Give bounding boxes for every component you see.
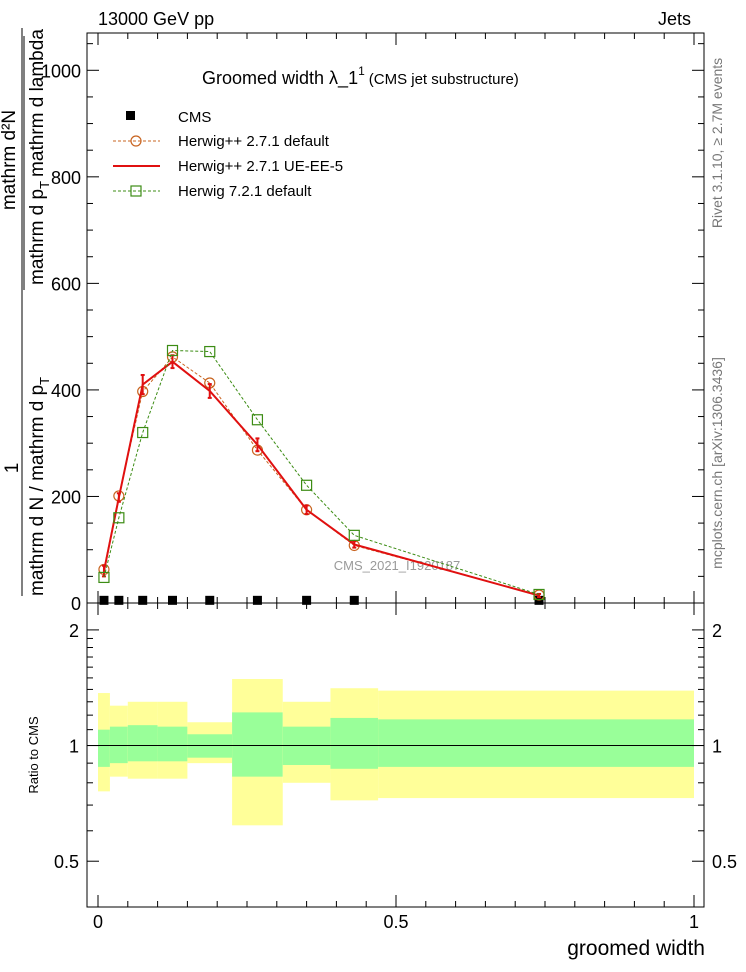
legend-label-herwig-ueee5: Herwig++ 2.7.1 UE-EE-5 bbox=[178, 158, 343, 175]
y-label-top-den: mathrm d pTmathrm d lambda bbox=[27, 29, 52, 285]
ratio-band-inner bbox=[157, 726, 188, 762]
mcplots-label: mcplots.cern.ch [arXiv:1306.3436] bbox=[709, 357, 725, 569]
y-tick-label: 600 bbox=[51, 274, 81, 294]
ratio-axis-ticks: 0.5 0.5 1 1 2 2 0 0.5 1 bbox=[54, 603, 737, 932]
data-point-herwig-7-2-1-default bbox=[251, 414, 264, 426]
y-tick-label: 400 bbox=[51, 381, 81, 401]
ratio-band-inner bbox=[127, 725, 158, 762]
series-line-herwig-2-7-1-default bbox=[103, 356, 540, 596]
data-point-herwig-7-2-1-default bbox=[348, 529, 360, 541]
data-point-herwig-7-2-1-default bbox=[204, 345, 216, 358]
y-tick-label: 200 bbox=[51, 487, 81, 507]
data-point-cms bbox=[114, 595, 124, 605]
ratio-y-tick-label-right: 1 bbox=[712, 737, 722, 757]
data-point-herwig-7-2-1-default bbox=[137, 426, 149, 439]
plot-title-main: Groomed width λ_1 bbox=[202, 68, 358, 89]
ratio-band-inner bbox=[232, 712, 283, 777]
data-point-cms bbox=[138, 595, 148, 605]
legend-marker-herwig7 bbox=[130, 185, 142, 197]
data-point-cms bbox=[252, 595, 262, 605]
ratio-y-tick-label: 0.5 bbox=[54, 852, 79, 872]
x-axis-label: groomed width bbox=[567, 937, 705, 960]
plot-title: Groomed width λ_11 (CMS jet substructure) bbox=[202, 64, 519, 89]
x-tick-label: 0 bbox=[93, 912, 103, 932]
y-label-front: 1 bbox=[2, 463, 23, 474]
y-label-bottom: mathrm d N / mathrm d pT bbox=[27, 377, 52, 596]
legend-marker-herwig-default bbox=[130, 135, 142, 147]
main-y-axis-label: 1 mathrm d N / mathrm d pT mathrm d²N ma… bbox=[0, 28, 52, 596]
y-tick-label: 0 bbox=[71, 594, 81, 614]
y-label-top-den-rest: mathrm d lambda bbox=[27, 29, 48, 177]
ratio-bands bbox=[98, 679, 694, 826]
series-line-herwig-7-2-1-default bbox=[103, 349, 540, 595]
rivet-version-label: Rivet 3.1.10, ≥ 2.7M events bbox=[709, 58, 725, 228]
y-tick-label: 1000 bbox=[41, 61, 81, 81]
ratio-band-inner bbox=[330, 717, 379, 769]
data-point-cms bbox=[168, 595, 177, 605]
energy-label: 13000 GeV pp bbox=[98, 9, 214, 29]
series-layer bbox=[98, 344, 545, 605]
plot-title-sub: (CMS jet substructure) bbox=[369, 71, 519, 88]
ratio-y-tick-label: 2 bbox=[69, 621, 79, 641]
data-point-cms bbox=[302, 595, 312, 605]
plot-title-sup: 1 bbox=[358, 64, 365, 78]
main-axis-ticks: 0 200 400 600 800 1000 bbox=[41, 33, 704, 614]
ratio-y-tick-label-right: 0.5 bbox=[712, 852, 737, 872]
data-point-herwig-7-2-1-default bbox=[166, 344, 179, 357]
legend-label-herwig7: Herwig 7.2.1 default bbox=[178, 183, 312, 200]
ratio-y-label: Ratio to CMS bbox=[26, 716, 41, 794]
ratio-y-tick-label: 1 bbox=[69, 737, 79, 757]
ratio-band-inner bbox=[98, 729, 110, 767]
ratio-y-tick-label-right: 2 bbox=[712, 621, 722, 641]
x-tick-label: 0.5 bbox=[383, 912, 408, 932]
y-tick-label: 800 bbox=[51, 168, 81, 188]
data-point-herwig-7-2-1-default bbox=[301, 479, 313, 491]
x-tick-label: 1 bbox=[689, 912, 699, 932]
y-label-bottom-main: mathrm d N / mathrm d p bbox=[27, 385, 48, 596]
ratio-band-inner bbox=[378, 719, 694, 767]
category-label: Jets bbox=[658, 9, 691, 29]
data-point-cms bbox=[99, 595, 109, 605]
analysis-watermark: CMS_2021_I1920187 bbox=[334, 558, 461, 573]
legend: CMS Herwig++ 2.7.1 default Herwig++ 2.7.… bbox=[113, 109, 343, 200]
y-label-top-num: mathrm d²N bbox=[0, 110, 20, 210]
data-point-herwig-7-2-1-default bbox=[113, 512, 125, 524]
series-line-herwig-2-7-1-ue-ee-5 bbox=[102, 360, 540, 597]
legend-label-herwig-default: Herwig++ 2.7.1 default bbox=[178, 133, 330, 150]
legend-marker-cms bbox=[126, 111, 135, 120]
y-label-top-den-main: mathrm d p bbox=[27, 189, 48, 285]
data-point-herwig-7-2-1-default bbox=[533, 588, 545, 601]
data-point-herwig-7-2-1-default bbox=[98, 571, 110, 584]
y-label-bottom-sub: T bbox=[37, 377, 52, 385]
y-label-top-den-sub: T bbox=[37, 181, 52, 189]
legend-label-cms: CMS bbox=[178, 109, 211, 126]
data-point-cms bbox=[349, 595, 359, 605]
data-point-cms bbox=[205, 595, 215, 605]
ratio-band-inner bbox=[109, 726, 128, 764]
